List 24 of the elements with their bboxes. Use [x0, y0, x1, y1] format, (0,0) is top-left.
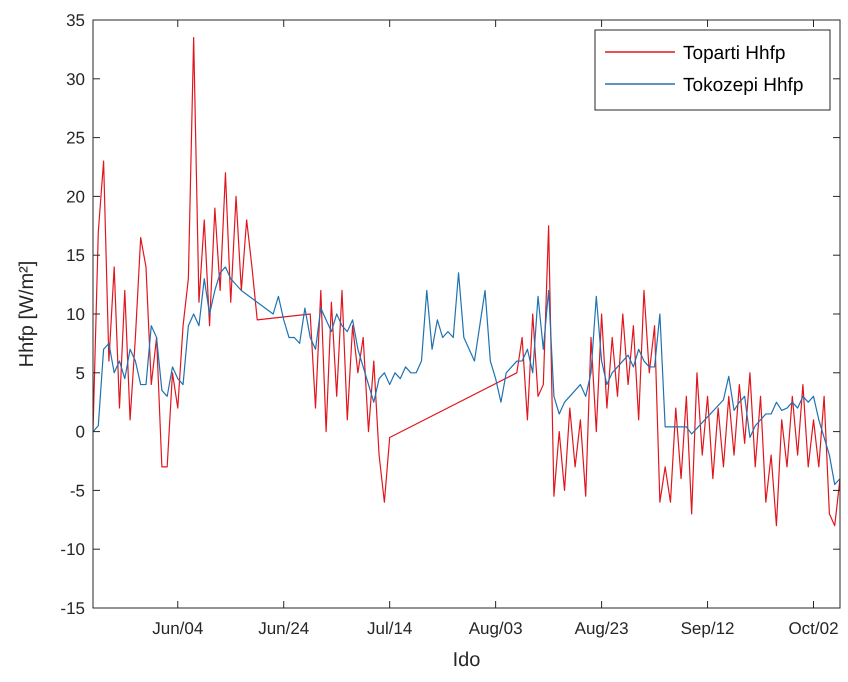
y-tick-label: 5: [76, 364, 85, 383]
x-tick-label: Jun/24: [258, 619, 310, 638]
x-tick-label: Oct/02: [788, 619, 839, 638]
x-tick-label: Aug/23: [574, 619, 629, 638]
x-tick-label: Jun/04: [152, 619, 204, 638]
y-tick-label: 10: [66, 305, 85, 324]
legend-label: Tokozepi Hhfp: [683, 75, 804, 96]
y-axis-title: Hhfp [W/m²]: [16, 260, 38, 368]
x-tick-label: Jul/14: [366, 619, 412, 638]
y-tick-label: -5: [70, 481, 85, 500]
y-tick-label: -15: [60, 599, 85, 618]
y-tick-label: 25: [66, 128, 85, 148]
y-tick-label: 35: [66, 11, 85, 30]
y-tick-label: -10: [60, 540, 85, 560]
x-tick-label: Sep/12: [680, 619, 734, 638]
x-tick-label: Aug/03: [468, 619, 523, 638]
y-tick-label: 20: [66, 187, 85, 206]
x-axis-title: Ido: [452, 649, 480, 671]
line-series: [93, 37, 840, 526]
y-tick-label: 0: [76, 422, 85, 442]
y-tick-label: 30: [66, 70, 85, 89]
y-tick-label: 15: [66, 246, 85, 266]
line-series: [93, 266, 840, 486]
legend-label: Toparti Hhfp: [683, 43, 786, 64]
